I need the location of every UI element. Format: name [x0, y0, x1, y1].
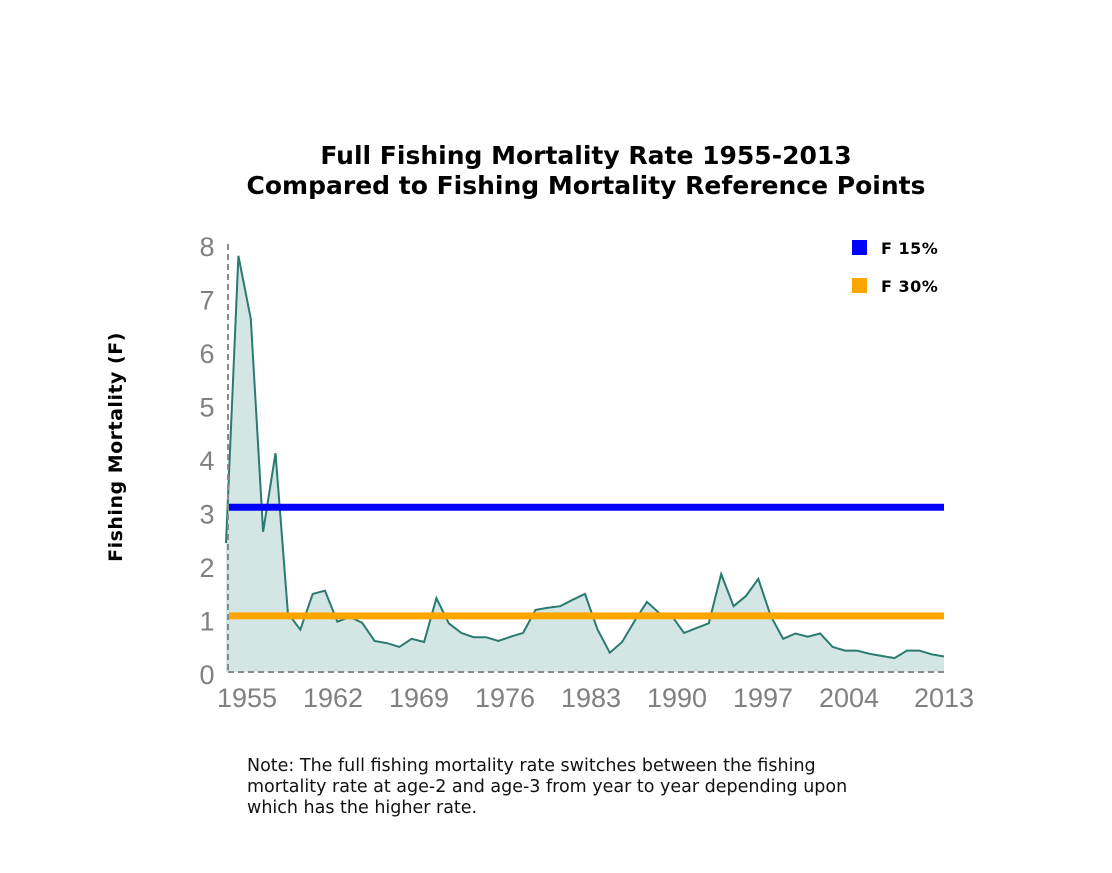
y-tick-label: 6 [199, 339, 214, 369]
y-tick-label: 7 [199, 286, 214, 316]
y-tick-label: 5 [199, 393, 214, 423]
y-tick-label: 8 [199, 232, 214, 262]
footnote-line-2: mortality rate at age-2 and age-3 from y… [247, 777, 848, 797]
y-ticks: 0 1 2 3 4 5 6 7 8 [199, 232, 214, 690]
reference-lines [229, 503, 944, 620]
x-tick-label: 1990 [647, 683, 707, 713]
chart-title-line-1: Full Fishing Mortality Rate 1955-2013 [320, 141, 851, 170]
legend-label: F 15% [881, 239, 938, 258]
y-tick-label: 3 [199, 500, 214, 530]
y-tick-label: 1 [199, 607, 214, 637]
x-tick-label: 1983 [561, 683, 621, 713]
footnote: Note: The full fishing mortality rate sw… [247, 756, 947, 819]
x-tick-label: 1976 [475, 683, 535, 713]
y-tick-label: 2 [199, 553, 214, 583]
x-tick-label: 1955 [217, 683, 277, 713]
y-tick-label: 0 [199, 660, 214, 690]
x-ticks: 1955 1962 1969 1976 1983 1990 1997 2004 2013 [217, 683, 974, 713]
area-fill [226, 255, 944, 673]
footnote-line-3: which has the higher rate. [247, 798, 478, 818]
chart-title-line-2: Compared to Fishing Mortality Reference … [247, 171, 926, 200]
y-axis-label: Fishing Mortality (F) [105, 332, 127, 562]
x-tick-label: 2004 [819, 683, 879, 713]
x-tick-label: 1962 [303, 683, 363, 713]
legend-swatch [852, 240, 867, 255]
area-layer [225, 255, 945, 673]
x-tick-label: 1969 [389, 683, 449, 713]
legend: F 15% F 30% [852, 239, 938, 296]
y-tick-label: 4 [199, 446, 214, 476]
x-tick-label: 2013 [914, 683, 974, 713]
x-tick-label: 1997 [733, 683, 793, 713]
axis-layer [227, 244, 944, 673]
legend-swatch [852, 278, 867, 293]
footnote-line-1: Note: The full fishing mortality rate sw… [247, 756, 816, 776]
legend-label: F 30% [881, 277, 938, 296]
